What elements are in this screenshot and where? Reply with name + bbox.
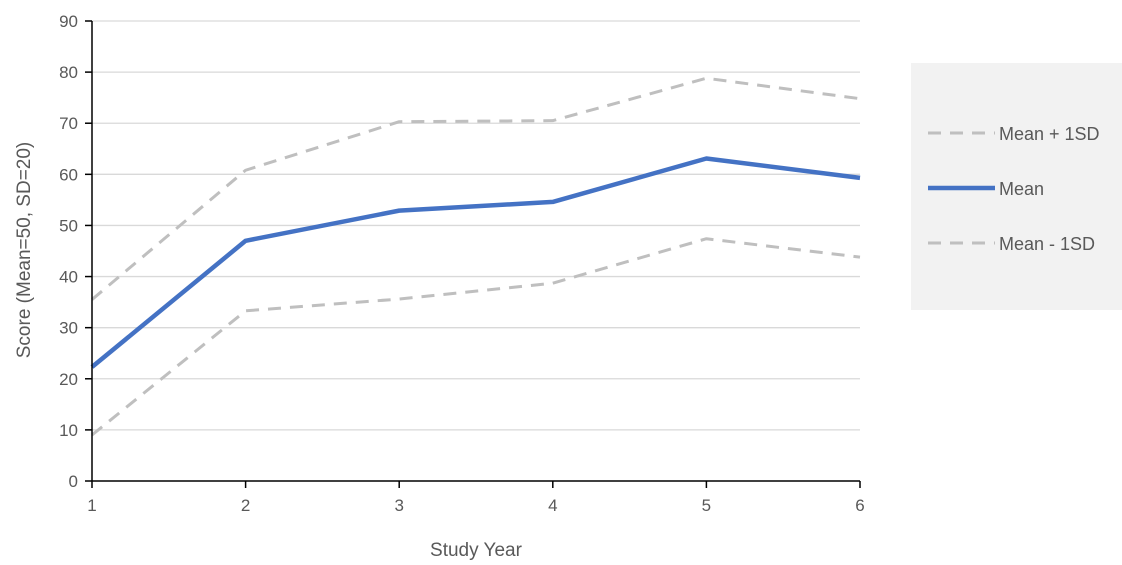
x-axis-title: Study Year [430, 540, 523, 561]
x-tick-labels: 1 2 3 4 5 6 [87, 496, 864, 515]
x-tick-label-3: 3 [394, 496, 403, 515]
x-tick-label-2: 2 [241, 496, 250, 515]
y-tick-label-30: 30 [59, 319, 78, 338]
legend-item-2: Mean - 1SD [928, 234, 1095, 254]
x-tick-label-6: 6 [855, 496, 864, 515]
x-tick-label-1: 1 [87, 496, 96, 515]
legend-item-1: Mean [928, 179, 1044, 199]
series-line-2 [91, 237, 861, 437]
y-tick-label-50: 50 [59, 216, 78, 235]
gridlines [92, 20, 860, 431]
series-lines [90, 76, 861, 437]
y-tick-label-70: 70 [59, 114, 78, 133]
x-tick-label-4: 4 [548, 496, 557, 515]
legend-label-0: Mean + 1SD [999, 124, 1100, 144]
y-tick-labels: 0 10 20 30 40 50 60 70 80 90 [59, 12, 78, 491]
legend: Mean + 1SD Mean Mean - 1SD [911, 63, 1122, 310]
y-tick-label-40: 40 [59, 268, 78, 287]
y-tick-label-60: 60 [59, 165, 78, 184]
series-line-1 [90, 156, 861, 369]
y-tick-label-10: 10 [59, 421, 78, 440]
y-axis-title: Score (Mean=50, SD=20) [14, 142, 35, 359]
y-tick-label-0: 0 [69, 472, 78, 491]
x-tick-label-5: 5 [702, 496, 711, 515]
series-line-0 [91, 76, 861, 301]
legend-item-0: Mean + 1SD [928, 124, 1100, 144]
legend-label-2: Mean - 1SD [999, 234, 1095, 254]
y-tick-label-20: 20 [59, 370, 78, 389]
axes [85, 20, 861, 488]
y-tick-label-80: 80 [59, 63, 78, 82]
y-tick-label-90: 90 [59, 12, 78, 31]
legend-label-1: Mean [999, 179, 1044, 199]
